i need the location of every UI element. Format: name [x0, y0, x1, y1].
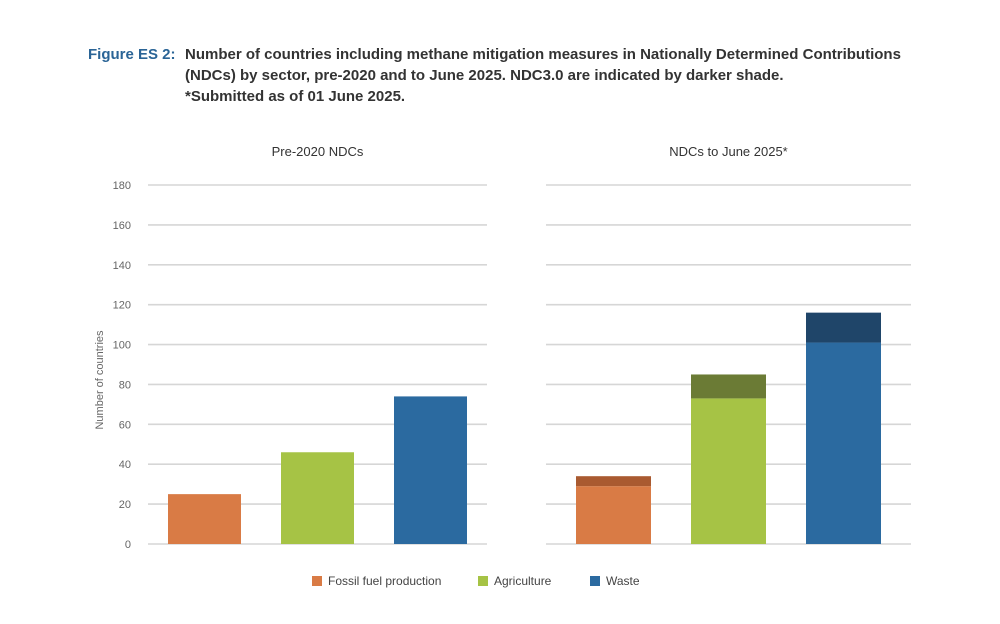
- bar-waste-ndc3: [806, 312, 881, 343]
- legend-swatch-agriculture: [478, 576, 488, 586]
- bar-fossil-ndc3: [576, 476, 651, 487]
- y-axis-label: Number of countries: [94, 330, 106, 430]
- panel-title: NDCs to June 2025*: [669, 144, 788, 159]
- y-tick-label: 160: [113, 220, 131, 232]
- y-tick-label: 60: [119, 419, 131, 431]
- bar-agriculture-ndc3: [691, 374, 766, 399]
- legend-item-fossil: Fossil fuel production: [312, 574, 441, 588]
- y-tick-label: 100: [113, 340, 131, 352]
- bar-agriculture: [281, 452, 354, 544]
- figure-label: Figure ES 2:: [88, 46, 176, 63]
- legend-label-agriculture: Agriculture: [494, 574, 552, 588]
- figure-caption-text: Number of countries including methane mi…: [185, 44, 975, 107]
- chart-legend: Fossil fuel production Agriculture Waste: [0, 574, 1000, 592]
- legend-swatch-waste: [590, 576, 600, 586]
- bar-agriculture-earlier: [691, 398, 766, 544]
- legend-item-waste: Waste: [590, 574, 640, 588]
- caption-line-2: (NDCs) by sector, pre-2020 and to June 2…: [185, 67, 784, 84]
- y-tick-label: 20: [119, 499, 131, 511]
- bar-waste-earlier: [806, 342, 881, 544]
- y-tick-label: 120: [113, 300, 131, 312]
- legend-item-agriculture: Agriculture: [478, 574, 551, 588]
- legend-swatch-fossil: [312, 576, 322, 586]
- panel-title: Pre-2020 NDCs: [272, 144, 364, 159]
- y-tick-label: 40: [119, 459, 131, 471]
- y-tick-label: 140: [113, 260, 131, 272]
- bar-fossil: [168, 494, 241, 544]
- y-tick-label: 180: [113, 180, 131, 192]
- y-tick-label: 0: [125, 539, 131, 551]
- legend-label-fossil: Fossil fuel production: [328, 574, 442, 588]
- bar-fossil-earlier: [576, 486, 651, 544]
- caption-line-1: Number of countries including methane mi…: [185, 46, 901, 63]
- legend-label-waste: Waste: [606, 574, 640, 588]
- bar-waste: [394, 396, 467, 544]
- caption-line-3: *Submitted as of 01 June 2025.: [185, 88, 406, 105]
- y-tick-label: 80: [119, 379, 131, 391]
